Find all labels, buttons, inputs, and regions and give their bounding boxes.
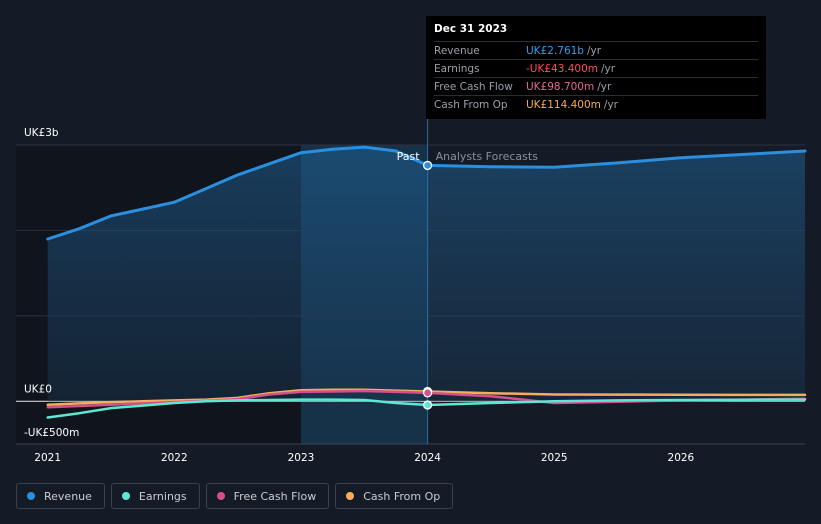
x-tick-label: 2024 (414, 452, 441, 464)
tooltip-value: UK£2.761b (526, 44, 584, 57)
tooltip-value: UK£98.700m (526, 80, 595, 93)
x-tick-label: 2022 (161, 452, 188, 464)
legend-item-revenue[interactable]: Revenue (16, 483, 105, 509)
series-area-revenue (47, 147, 805, 402)
tooltip-date: Dec 31 2023 (434, 23, 508, 35)
series-marker-earnings (422, 400, 433, 410)
legend-label: Revenue (44, 489, 92, 503)
tooltip-value: -UK£43.400m (526, 62, 599, 75)
tooltip-unit: /yr (603, 98, 618, 111)
y-tick-label-3b: UK£3b (24, 127, 59, 139)
tooltip-label: Revenue (434, 44, 480, 57)
tooltip-label: Cash From Op (434, 98, 508, 111)
tooltip-value: UK£114.400m (526, 98, 601, 111)
legend-item-free-cash-flow[interactable]: Free Cash Flow (205, 483, 330, 509)
past-label: Past (397, 150, 421, 163)
x-tick-label: 2026 (668, 452, 695, 464)
y-tick-label-neg500m: -UK£500m (24, 427, 79, 439)
legend-label: Cash From Op (363, 489, 441, 503)
tooltip-unit: /yr (586, 44, 602, 57)
tooltip-label: Free Cash Flow (434, 80, 513, 93)
series-line-revenue (46, 145, 807, 241)
tooltip-label: Earnings (434, 62, 480, 75)
x-tick-label: 2025 (541, 452, 568, 464)
x-tick-label: 2021 (34, 452, 61, 464)
legend-item-cash-from-op[interactable]: Cash From Op (335, 483, 454, 509)
legend-item-earnings[interactable]: Earnings (110, 483, 200, 509)
legend-label: Free Cash Flow (233, 489, 317, 503)
series-line-cash-from-op (46, 388, 807, 406)
tooltip-row-revenue: Revenue UK£2.761b /yr (434, 41, 758, 59)
legend-dot-icon (27, 492, 35, 500)
legend-dot-icon (346, 492, 355, 500)
series-line-free-cash-flow (46, 389, 807, 409)
series-marker-revenue (422, 160, 433, 171)
legend-label: Earnings (138, 489, 187, 503)
y-tick-label-0: UK£0 (24, 383, 52, 395)
tooltip: Dec 31 2023 Revenue UK£2.761b /yr Earnin… (426, 16, 766, 119)
forecast-label: Analysts Forecasts (436, 150, 539, 163)
series-marker-free-cash-flow (422, 388, 433, 398)
tooltip-row-earnings: Earnings -UK£43.400m /yr (434, 59, 758, 77)
legend: Revenue Earnings Free Cash Flow Cash Fro… (16, 483, 454, 509)
series-line-earnings (46, 398, 807, 419)
legend-dot-icon (216, 492, 225, 500)
tooltip-row-cash-from-op: Cash From Op UK£114.400m /yr (434, 95, 758, 113)
tooltip-unit: /yr (597, 80, 612, 93)
tooltip-unit: /yr (601, 62, 616, 75)
tooltip-row-free-cash-flow: Free Cash Flow UK£98.700m /yr (434, 77, 758, 95)
x-tick-label: 2023 (288, 452, 315, 464)
legend-dot-icon (121, 492, 130, 500)
